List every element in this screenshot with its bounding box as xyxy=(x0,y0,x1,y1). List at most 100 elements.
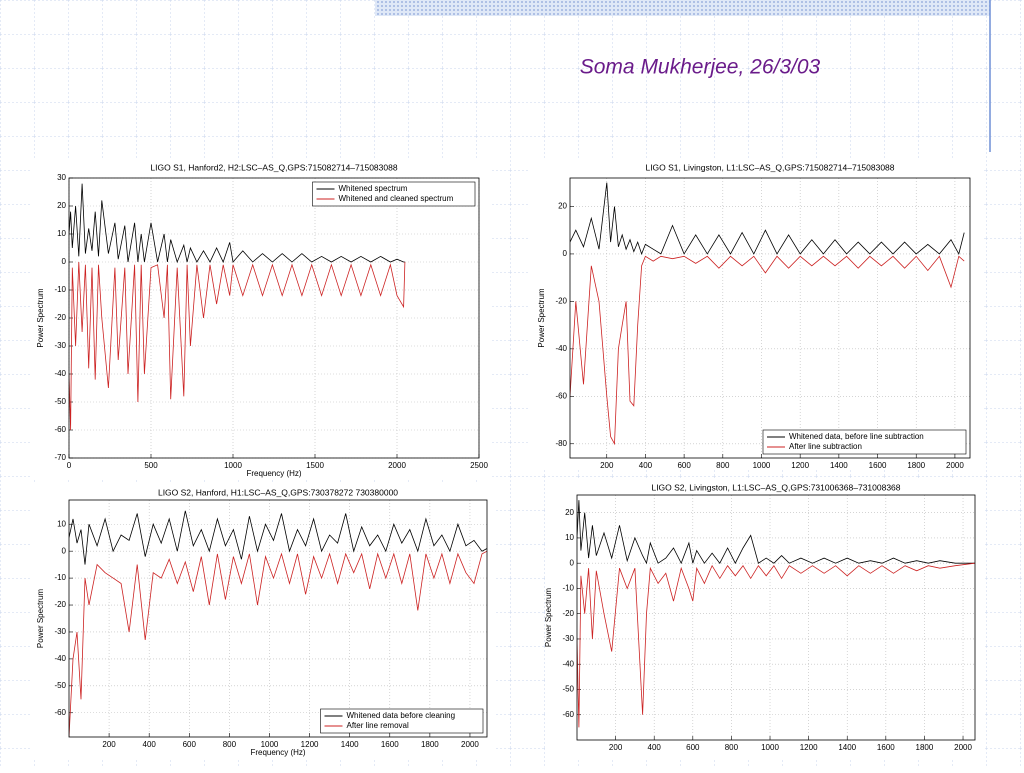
x-tick-label: 800 xyxy=(223,740,237,749)
plot-frame xyxy=(569,177,971,459)
x-tick-label: 1400 xyxy=(830,461,848,470)
y-tick-label: -50 xyxy=(562,685,574,694)
chart-panel xyxy=(30,158,490,478)
chart: LIGO S2, Livingston, L1:LSC–AS_Q,GPS:731… xyxy=(544,478,985,760)
x-tick-label: 1000 xyxy=(224,461,242,470)
y-tick-label: 30 xyxy=(57,173,66,182)
x-tick-label: 400 xyxy=(639,461,653,470)
y-axis-label: Power Spectrum xyxy=(544,588,553,647)
x-tick-label: 2000 xyxy=(388,461,406,470)
chart-title: LIGO S2, Hanford, H1:LSC–AS_Q,GPS:730378… xyxy=(158,487,398,497)
legend-label: Whitened and cleaned spectrum xyxy=(339,194,454,203)
x-tick-label: 1400 xyxy=(341,740,359,749)
y-tick-label: -60 xyxy=(54,425,66,434)
series-line xyxy=(69,550,487,737)
x-tick-label: 1200 xyxy=(791,461,809,470)
x-tick-label: 200 xyxy=(600,461,614,470)
y-tick-label: 20 xyxy=(57,201,66,210)
x-tick-label: 1600 xyxy=(381,740,399,749)
x-tick-label: 1200 xyxy=(800,743,818,752)
chart: LIGO S1, Livingston, L1:LSC–AS_Q,GPS:715… xyxy=(530,158,982,470)
series-line xyxy=(570,182,965,256)
y-axis-label: Power Spectrum xyxy=(537,288,546,347)
x-axis-label: Frequency (Hz) xyxy=(246,469,301,478)
x-tick-label: 2500 xyxy=(470,461,488,470)
plot-frame xyxy=(68,499,488,738)
x-tick-label: 0 xyxy=(67,461,72,470)
chart-title: LIGO S1, Livingston, L1:LSC–AS_Q,GPS:715… xyxy=(645,162,894,172)
chart-panel xyxy=(530,158,982,470)
legend-box xyxy=(312,181,476,207)
chart-panel xyxy=(545,478,985,760)
x-tick-label: 1000 xyxy=(261,740,279,749)
x-tick-label: 1400 xyxy=(838,743,856,752)
x-tick-label: 800 xyxy=(716,461,730,470)
series-line xyxy=(570,255,965,446)
x-tick-label: 1000 xyxy=(761,743,779,752)
plot-frame xyxy=(576,494,976,741)
y-tick-label: -50 xyxy=(54,681,66,690)
y-tick-label: -20 xyxy=(562,609,574,618)
plot-frame xyxy=(68,177,480,459)
x-tick-label: 1000 xyxy=(753,461,771,470)
header-band xyxy=(375,0,990,16)
x-tick-label: 2000 xyxy=(461,740,479,749)
x-tick-label: 1800 xyxy=(907,461,925,470)
y-tick-label: -20 xyxy=(54,313,66,322)
y-tick-label: 10 xyxy=(565,533,574,542)
y-tick-label: -60 xyxy=(555,391,567,400)
y-axis-label: Power Spectrum xyxy=(36,589,45,648)
y-axis-label: Power Spectrum xyxy=(36,288,45,347)
x-tick-label: 1800 xyxy=(916,743,934,752)
series-line xyxy=(69,261,406,431)
x-axis-label: Frequency (Hz) xyxy=(250,748,305,757)
x-tick-label: 400 xyxy=(143,740,157,749)
legend-label: After line subtraction xyxy=(789,442,862,451)
y-tick-label: -50 xyxy=(54,397,66,406)
y-tick-label: -40 xyxy=(54,369,66,378)
x-tick-label: 600 xyxy=(677,461,691,470)
chart-title: LIGO S1, Hanford2, H2:LSC–AS_Q,GPS:71508… xyxy=(150,162,397,172)
x-tick-label: 200 xyxy=(102,740,116,749)
y-tick-label: -40 xyxy=(54,654,66,663)
y-tick-label: -60 xyxy=(562,710,574,719)
y-tick-label: -10 xyxy=(562,584,574,593)
y-tick-label: 20 xyxy=(565,508,574,517)
x-tick-label: 600 xyxy=(686,743,700,752)
x-tick-label: 600 xyxy=(183,740,197,749)
y-tick-label: -70 xyxy=(54,453,66,462)
y-tick-label: 0 xyxy=(62,257,67,266)
x-tick-label: 500 xyxy=(144,461,158,470)
y-tick-label: 0 xyxy=(62,546,67,555)
x-tick-label: 2000 xyxy=(946,461,964,470)
y-tick-label: 0 xyxy=(570,558,575,567)
x-tick-label: 2000 xyxy=(954,743,972,752)
x-tick-label: 1800 xyxy=(421,740,439,749)
slide-title: Soma Mukherjee, 26/3/03 xyxy=(580,56,821,79)
series-line xyxy=(69,510,487,565)
y-tick-label: -80 xyxy=(555,439,567,448)
series-line xyxy=(577,562,975,728)
x-tick-label: 1600 xyxy=(869,461,887,470)
chart: LIGO S1, Hanford2, H2:LSC–AS_Q,GPS:71508… xyxy=(30,158,490,478)
x-tick-label: 400 xyxy=(648,743,662,752)
y-tick-label: 20 xyxy=(558,202,567,211)
legend-label: Whitened data, before line subtraction xyxy=(789,432,924,441)
series-line xyxy=(69,183,405,264)
x-tick-label: 1200 xyxy=(301,740,319,749)
y-tick-label: 10 xyxy=(57,229,66,238)
legend-label: After line removal xyxy=(347,721,409,730)
x-tick-label: 1500 xyxy=(306,461,324,470)
y-tick-label: -30 xyxy=(562,634,574,643)
chart: LIGO S2, Hanford, H1:LSC–AS_Q,GPS:730378… xyxy=(30,483,495,760)
series-line xyxy=(577,500,975,565)
y-tick-label: -30 xyxy=(54,341,66,350)
y-tick-label: -60 xyxy=(54,708,66,717)
y-tick-label: -30 xyxy=(54,627,66,636)
y-tick-label: -10 xyxy=(54,285,66,294)
y-tick-label: -10 xyxy=(54,573,66,582)
legend-label: Whitened spectrum xyxy=(339,184,408,193)
y-tick-label: -20 xyxy=(555,296,567,305)
y-tick-label: -40 xyxy=(562,659,574,668)
